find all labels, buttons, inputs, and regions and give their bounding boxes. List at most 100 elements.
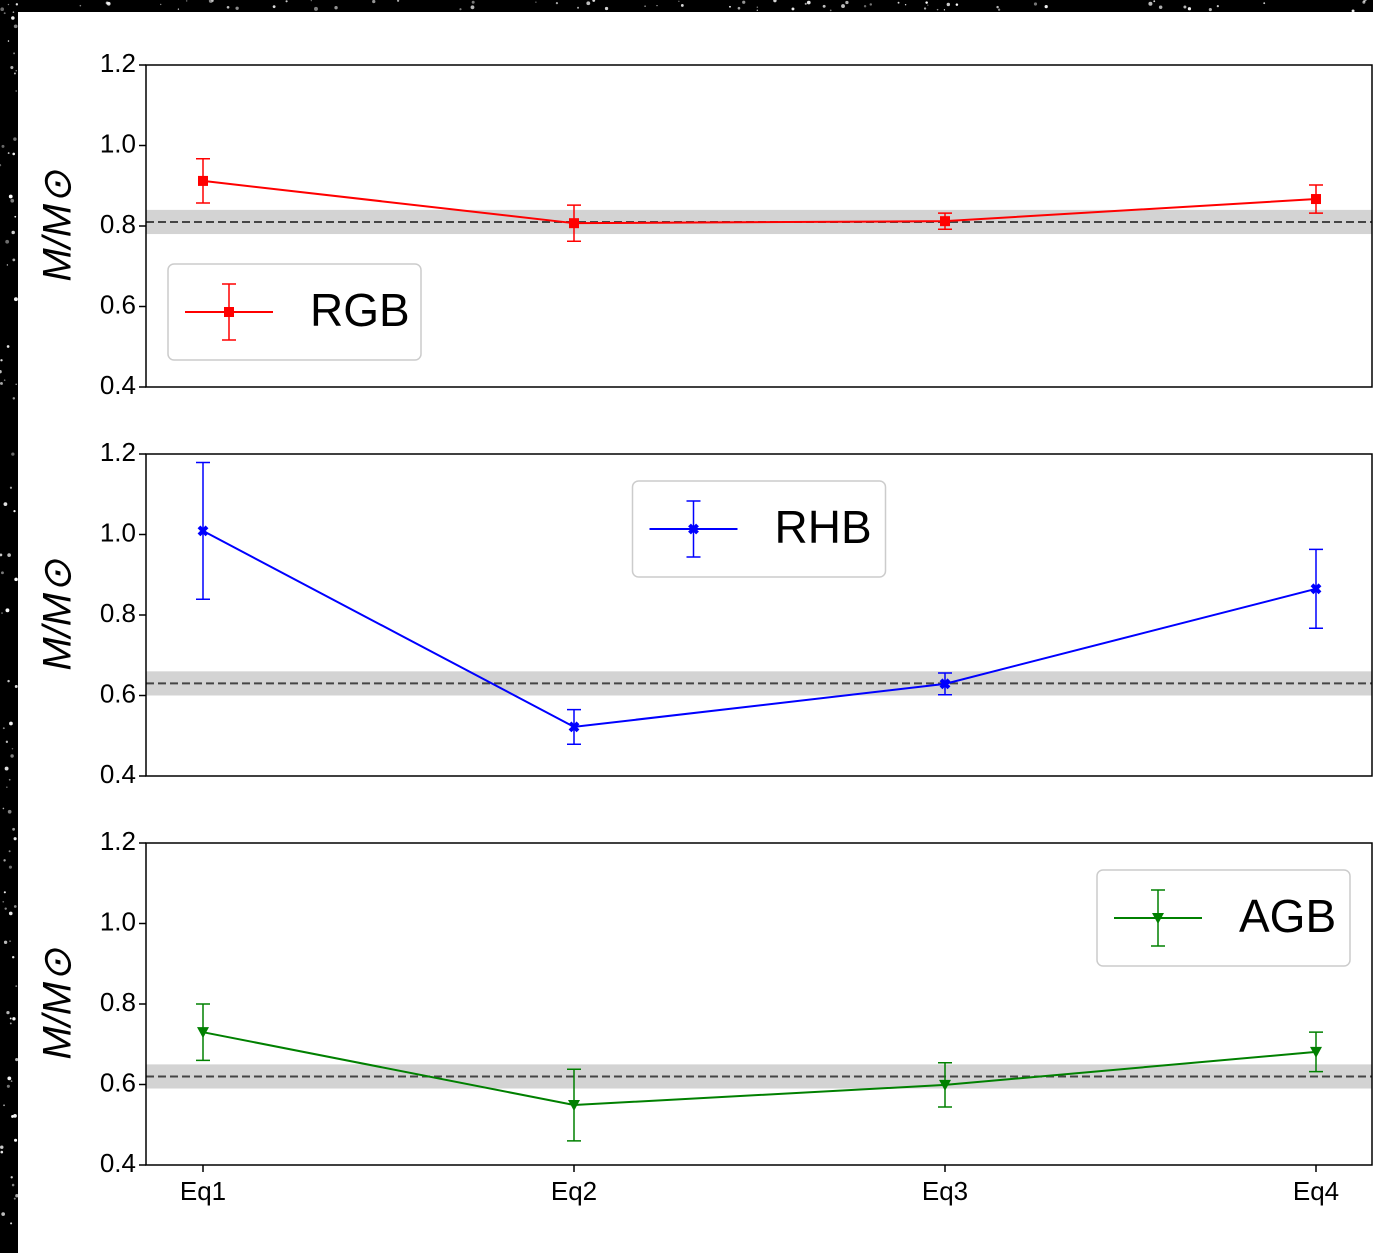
y-tick-label: 0.4 bbox=[100, 1148, 136, 1178]
star bbox=[946, 2, 951, 7]
star bbox=[372, 0, 376, 4]
star bbox=[79, 4, 82, 7]
star bbox=[1, 144, 5, 148]
y-axis-label: M/M⊙ bbox=[36, 948, 80, 1060]
star bbox=[925, 1, 928, 4]
star bbox=[822, 4, 826, 8]
legend-label: RGB bbox=[310, 284, 410, 336]
x-tick-label: Eq3 bbox=[922, 1176, 968, 1206]
y-tick-label: 0.8 bbox=[100, 209, 136, 239]
star bbox=[804, 2, 807, 5]
star bbox=[577, 6, 580, 9]
star bbox=[10, 1080, 13, 1082]
star bbox=[13, 52, 16, 55]
axes-frame bbox=[145, 453, 1373, 777]
star bbox=[10, 198, 15, 203]
star bbox=[471, 0, 475, 4]
star bbox=[0, 370, 2, 374]
star bbox=[12, 827, 16, 831]
marker bbox=[568, 1100, 580, 1112]
star bbox=[11, 16, 15, 20]
y-tick-label: 1.0 bbox=[100, 128, 136, 158]
star bbox=[0, 359, 3, 362]
star bbox=[12, 1017, 16, 1021]
star bbox=[604, 6, 609, 11]
star bbox=[0, 1145, 4, 1149]
legend-box bbox=[631, 480, 887, 578]
star bbox=[845, 0, 849, 5]
star bbox=[14, 577, 18, 582]
subplot: 0.4 0.6 0.8 1.0 1.2 M/M⊙ RHB bbox=[36, 437, 1373, 789]
star bbox=[592, 0, 596, 2]
star bbox=[13, 24, 18, 29]
star bbox=[773, 0, 777, 3]
star bbox=[15, 90, 18, 92]
star bbox=[7, 679, 10, 683]
marker bbox=[939, 678, 951, 690]
y-axis-label: M/M⊙ bbox=[36, 559, 80, 671]
star bbox=[8, 850, 11, 853]
star bbox=[9, 1017, 12, 1020]
star bbox=[3, 891, 6, 894]
star bbox=[7, 553, 11, 557]
marker bbox=[939, 1079, 951, 1091]
star bbox=[2, 727, 5, 730]
star bbox=[680, 4, 684, 7]
star bbox=[11, 230, 15, 235]
star bbox=[314, 6, 318, 11]
star bbox=[177, 8, 180, 10]
legend-label: RHB bbox=[775, 501, 872, 553]
star bbox=[8, 865, 12, 869]
y-tick-label: 0.6 bbox=[100, 678, 136, 708]
star bbox=[3, 12, 6, 15]
star bbox=[12, 11, 15, 13]
star bbox=[1351, 9, 1355, 13]
y-tick-label: 0.8 bbox=[100, 987, 136, 1017]
star bbox=[396, 0, 400, 2]
star bbox=[0, 382, 3, 385]
star bbox=[13, 1197, 16, 1200]
star bbox=[742, 0, 746, 4]
legend-marker bbox=[224, 307, 234, 317]
subplot: 0.4 0.6 0.8 1.0 1.2 Eq1 Eq2 Eq3 Eq4 M/M⊙ AGB bbox=[36, 826, 1373, 1206]
star bbox=[7, 152, 10, 154]
star bbox=[13, 905, 17, 908]
star bbox=[13, 510, 16, 513]
star bbox=[1033, 2, 1038, 6]
series-line bbox=[202, 179, 1317, 225]
star bbox=[10, 65, 14, 70]
star bbox=[955, 3, 959, 6]
star bbox=[644, 5, 646, 7]
star bbox=[334, 6, 338, 10]
star bbox=[2, 900, 5, 903]
series-line bbox=[202, 529, 1317, 728]
star bbox=[211, 0, 214, 2]
star bbox=[7, 1076, 12, 1081]
star bbox=[1208, 8, 1212, 12]
star bbox=[923, 7, 927, 10]
star bbox=[5, 608, 10, 613]
y-tick-label: 1.0 bbox=[100, 517, 136, 547]
y-tick-label: 1.0 bbox=[100, 906, 136, 936]
star bbox=[555, 2, 559, 5]
star bbox=[8, 911, 13, 916]
star bbox=[806, 0, 811, 5]
marker bbox=[940, 216, 950, 227]
subplot: 0.4 0.6 0.8 1.0 1.2 M/M⊙ RGB bbox=[36, 48, 1373, 400]
star bbox=[13, 1114, 17, 1118]
star bbox=[1148, 1, 1153, 6]
star bbox=[1153, 0, 1156, 3]
series-line bbox=[202, 1031, 1317, 1107]
star bbox=[1044, 4, 1048, 9]
star bbox=[829, 9, 832, 12]
star bbox=[1263, 2, 1266, 5]
star bbox=[15, 3, 19, 6]
star bbox=[6, 345, 10, 348]
legend: AGB bbox=[1096, 869, 1351, 967]
y-tick-label: 0.6 bbox=[100, 289, 136, 319]
star bbox=[15, 985, 18, 988]
star bbox=[0, 164, 2, 167]
y-tick-label: 0.4 bbox=[100, 370, 136, 400]
star bbox=[14, 685, 18, 688]
y-tick-label: 0.8 bbox=[100, 598, 136, 628]
